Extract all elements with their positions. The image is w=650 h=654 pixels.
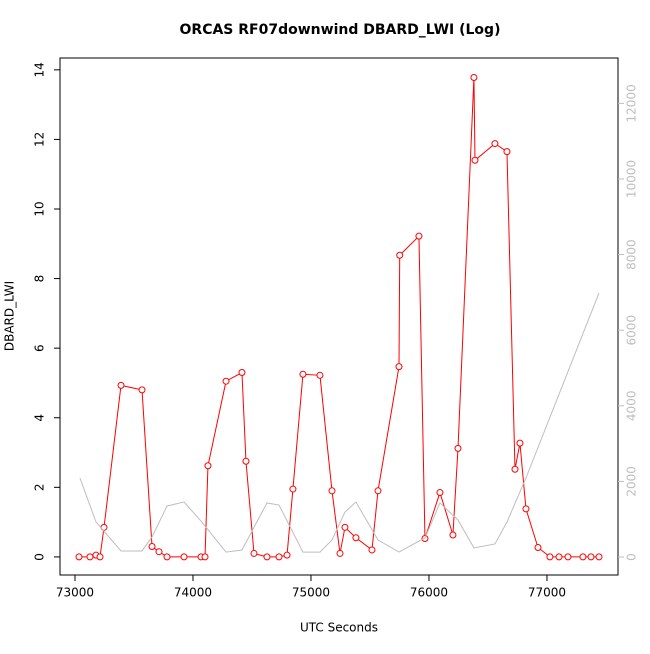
- point: [201, 553, 209, 561]
- plot-frame: [59, 57, 619, 576]
- point: [283, 551, 291, 559]
- y2-tick-label: 4000: [625, 391, 639, 422]
- y2-tick-label: 12000: [625, 84, 639, 122]
- point: [564, 553, 572, 561]
- point: [238, 369, 246, 377]
- series-line: [79, 292, 600, 553]
- point: [336, 549, 344, 557]
- y-axis-label: DBARD_LWI: [3, 281, 17, 351]
- point: [148, 542, 156, 550]
- point: [299, 370, 307, 378]
- y-tick-label: 4: [33, 414, 47, 422]
- x-tick-label: 74000: [174, 586, 212, 600]
- point: [75, 553, 83, 561]
- point: [180, 553, 188, 561]
- point: [316, 371, 324, 379]
- point: [341, 523, 349, 531]
- point: [242, 457, 250, 465]
- y-tick-label: 2: [33, 484, 47, 492]
- chart-title: ORCAS RF07downwind DBARD_LWI (Log): [180, 22, 501, 38]
- x-tick-label: 75000: [292, 586, 330, 600]
- point: [587, 553, 595, 561]
- y-tick-label: 12: [33, 132, 47, 147]
- point: [546, 553, 554, 561]
- point: [368, 546, 376, 554]
- point: [395, 363, 403, 371]
- y2-tick-label: 10000: [625, 160, 639, 198]
- y-tick-label: 0: [33, 553, 47, 561]
- x-tick-label: 77000: [528, 586, 566, 600]
- y2-tick-label: 0: [625, 553, 639, 561]
- y2-tick-label: 8000: [625, 239, 639, 270]
- y2-tick-label: 2000: [625, 466, 639, 497]
- y2-tick-label: 6000: [625, 315, 639, 346]
- point: [470, 73, 478, 81]
- point: [516, 439, 524, 447]
- point: [579, 553, 587, 561]
- point: [415, 232, 423, 240]
- point: [471, 156, 479, 164]
- point: [222, 377, 230, 385]
- point: [96, 553, 104, 561]
- y-tick-label: 8: [33, 275, 47, 283]
- point: [522, 505, 530, 513]
- x-tick-label: 76000: [410, 586, 448, 600]
- point: [454, 444, 462, 452]
- point: [263, 553, 271, 561]
- point: [595, 553, 603, 561]
- x-tick-label: 73000: [56, 586, 94, 600]
- point: [275, 553, 283, 561]
- point: [449, 531, 457, 539]
- point: [374, 487, 382, 495]
- y-tick-label: 10: [33, 201, 47, 216]
- point: [503, 148, 511, 156]
- y-tick-label: 6: [33, 344, 47, 352]
- point: [138, 386, 146, 394]
- point: [511, 465, 519, 473]
- point: [117, 381, 125, 389]
- point: [289, 485, 297, 493]
- point: [155, 548, 163, 556]
- point: [436, 489, 444, 497]
- point: [352, 534, 360, 542]
- point: [396, 251, 404, 259]
- point: [328, 487, 336, 495]
- point: [534, 544, 542, 552]
- x-axis-label: UTC Seconds: [300, 621, 378, 635]
- point: [555, 553, 563, 561]
- y-tick-label: 14: [33, 62, 47, 77]
- point: [204, 462, 212, 470]
- point: [163, 553, 171, 561]
- point: [86, 553, 94, 561]
- point: [250, 549, 258, 557]
- point: [491, 140, 499, 148]
